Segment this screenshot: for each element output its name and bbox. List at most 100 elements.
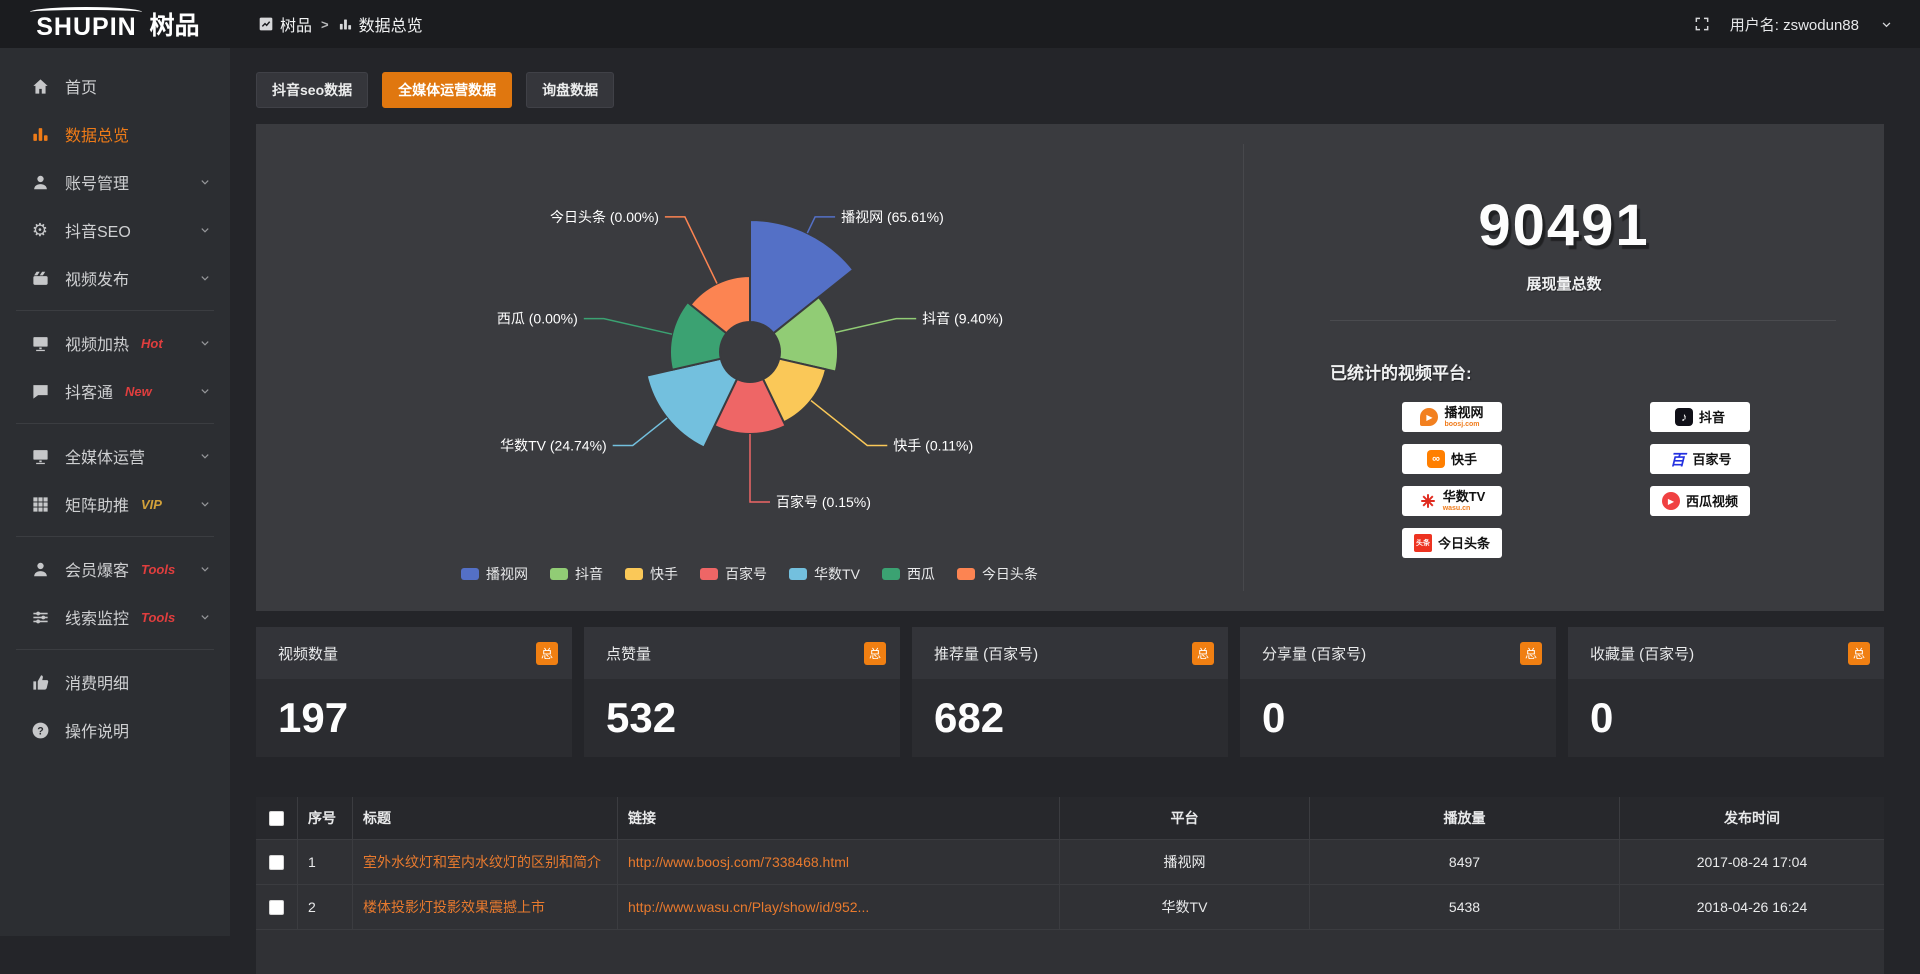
header-select-all-cell — [256, 797, 298, 839]
legend-item-百家号[interactable]: 百家号 — [700, 564, 767, 584]
breadcrumb-item-shupin[interactable]: 树品 — [258, 12, 312, 36]
legend-item-今日头条[interactable]: 今日头条 — [956, 564, 1038, 584]
play-count-cell: 8497 — [1310, 840, 1620, 884]
platform-badge-kuaishou: ∞ 快手 — [1402, 444, 1502, 474]
legend-label: 快手 — [650, 566, 679, 582]
trend-icon — [258, 16, 274, 32]
sidebar-item-video-heating[interactable]: 视频加热 Hot — [0, 319, 230, 367]
fullscreen-icon[interactable] — [1694, 16, 1710, 32]
row-checkbox[interactable] — [269, 854, 284, 870]
platform-name: 播视网 — [1444, 405, 1484, 420]
stat-card-body: 0 — [1568, 679, 1884, 757]
monitor-icon — [30, 447, 50, 466]
video-url-link[interactable]: http://www.wasu.cn/Play/show/id/952... — [618, 885, 1060, 929]
player-icon — [30, 334, 50, 353]
sidebar-item-label: 首页 — [65, 80, 98, 97]
legend-item-快手[interactable]: 快手 — [625, 564, 678, 584]
chart-legend: 播视网 抖音 快手 百家号 华数TV 西瓜 今日头条 — [461, 564, 1038, 584]
sidebar-item-label: 视频加热 — [65, 337, 130, 354]
breadcrumb-separator: > — [321, 16, 329, 32]
row-index-cell: 1 — [298, 840, 353, 884]
table-header-cell: 标题 — [353, 797, 618, 839]
tab-all-media-data[interactable]: 全媒体运营数据 — [382, 72, 513, 108]
pie-slice-抖音[interactable] — [771, 295, 839, 373]
sidebar-item-all-media-operation[interactable]: 全媒体运营 — [0, 432, 230, 480]
sidebar-item-video-publish[interactable]: 视频发布 — [0, 254, 230, 302]
sidebar-item-member-baoke[interactable]: 会员爆客 Tools — [0, 545, 230, 593]
sidebar-item-data-overview[interactable]: 数据总览 — [0, 110, 230, 158]
legend-swatch — [700, 568, 719, 580]
platform-name: 抖音 — [1698, 409, 1725, 425]
stat-card-value: 197 — [278, 694, 349, 741]
stat-card-label: 分享量 (百家号) — [1262, 645, 1367, 663]
platform-name: 西瓜视频 — [1685, 493, 1738, 509]
pie-label-line — [583, 317, 672, 335]
sidebar-item-doukertong[interactable]: 抖客通 New — [0, 367, 230, 415]
pie-slice-西瓜[interactable] — [668, 300, 728, 371]
sidebar-item-clue-monitor[interactable]: 线索监控 Tools — [0, 593, 230, 641]
tab-inquiry-data[interactable]: 询盘数据 — [526, 72, 615, 108]
stat-card-body: 197 — [256, 679, 572, 757]
chevron-down-icon — [198, 384, 212, 398]
stat-card-header: 点赞量 总 — [584, 627, 900, 679]
sidebar-item-account-management[interactable]: 账号管理 — [0, 158, 230, 206]
stat-card-header: 分享量 (百家号) 总 — [1240, 627, 1556, 679]
platform-name: 百家号 — [1692, 451, 1732, 467]
user-menu-chevron-icon[interactable] — [1879, 17, 1894, 32]
pie-slice-播视网[interactable] — [748, 218, 855, 335]
platform-badge-toutiao: 头条 今日头条 — [1402, 528, 1502, 558]
legend-swatch — [461, 568, 480, 580]
breadcrumb-item-data-overview[interactable]: 数据总览 — [338, 12, 423, 36]
total-badge: 总 — [863, 641, 886, 665]
sidebar-item-label: 账号管理 — [65, 176, 130, 193]
sidebar-item-operation-guide[interactable]: ? 操作说明 — [0, 706, 230, 754]
breadcrumb-label: 树品 — [280, 18, 313, 35]
username-label: 用户名: zswodun88 — [1729, 16, 1859, 34]
table-row-partial — [256, 930, 1884, 974]
thumb-icon — [30, 673, 50, 692]
pie-slice-今日头条[interactable] — [688, 274, 751, 335]
sliders-icon — [30, 608, 50, 627]
stat-card-label: 视频数量 — [278, 645, 339, 663]
pie-slice-华数TV[interactable] — [645, 357, 738, 449]
sidebar-item-home[interactable]: 首页 — [0, 62, 230, 110]
video-url-link[interactable]: http://www.boosj.com/7338468.html — [618, 840, 1060, 884]
legend-item-抖音[interactable]: 抖音 — [550, 564, 603, 584]
row-checkbox[interactable] — [269, 899, 284, 915]
platform-badge-douyin: ♪ 抖音 — [1650, 402, 1750, 432]
legend-swatch — [550, 568, 569, 580]
pie-label-line — [835, 317, 916, 334]
sidebar-item-matrix-boost[interactable]: 矩阵助推 VIP — [0, 480, 230, 528]
stat-card-value: 682 — [934, 694, 1005, 741]
bar-chart-icon — [338, 17, 353, 32]
pie-label: 快手 (0.11%) — [893, 438, 973, 454]
select-all-checkbox[interactable] — [269, 810, 284, 826]
sidebar-item-consumption-detail[interactable]: 消费明细 — [0, 658, 230, 706]
chevron-down-icon — [198, 336, 212, 350]
logo-text-en: SHUPIN — [36, 12, 137, 41]
tab-bar: 抖音seo数据 全媒体运营数据 询盘数据 — [256, 72, 1884, 108]
sidebar-item-label: 全媒体运营 — [65, 450, 146, 467]
pie-label: 百家号 (0.15%) — [776, 494, 871, 510]
table-row: 2 楼体投影灯投影效果震撼上市 http://www.wasu.cn/Play/sh… — [256, 885, 1884, 930]
table-header-cell: 发布时间 — [1724, 810, 1780, 826]
checkbox-cell — [256, 885, 298, 929]
platform-name: 快手 — [1450, 451, 1477, 467]
platform-badge-boosj: ▶ 播视网 boosj.com — [1402, 402, 1502, 432]
tab-douyin-seo-data[interactable]: 抖音seo数据 — [256, 72, 369, 108]
legend-item-华数TV[interactable]: 华数TV — [789, 564, 860, 584]
table-header-cell: 链接 — [618, 797, 1060, 839]
video-title-link[interactable]: 室外水纹灯和室内水纹灯的区别和简介 — [353, 840, 618, 884]
chevron-down-icon — [198, 562, 212, 576]
legend-item-播视网[interactable]: 播视网 — [461, 564, 528, 584]
logo-arc — [30, 6, 143, 17]
grid-icon — [30, 495, 50, 514]
sidebar-item-label: 消费明细 — [65, 676, 130, 693]
sidebar-item-label: 矩阵助推 — [65, 498, 130, 515]
sidebar-item-douyin-seo[interactable]: ⚙ 抖音SEO — [0, 206, 230, 254]
chevron-down-icon — [198, 223, 212, 237]
legend-item-西瓜[interactable]: 西瓜 — [881, 564, 935, 584]
video-title-link[interactable]: 楼体投影灯投影效果震撼上市 — [353, 885, 618, 929]
chat-icon — [30, 382, 50, 401]
platform-grid: ▶ 播视网 boosj.com ∞ 快手 华数TV wasu.cn 头条 今日头条 ♪ 抖音百百家号… — [1402, 402, 1884, 558]
